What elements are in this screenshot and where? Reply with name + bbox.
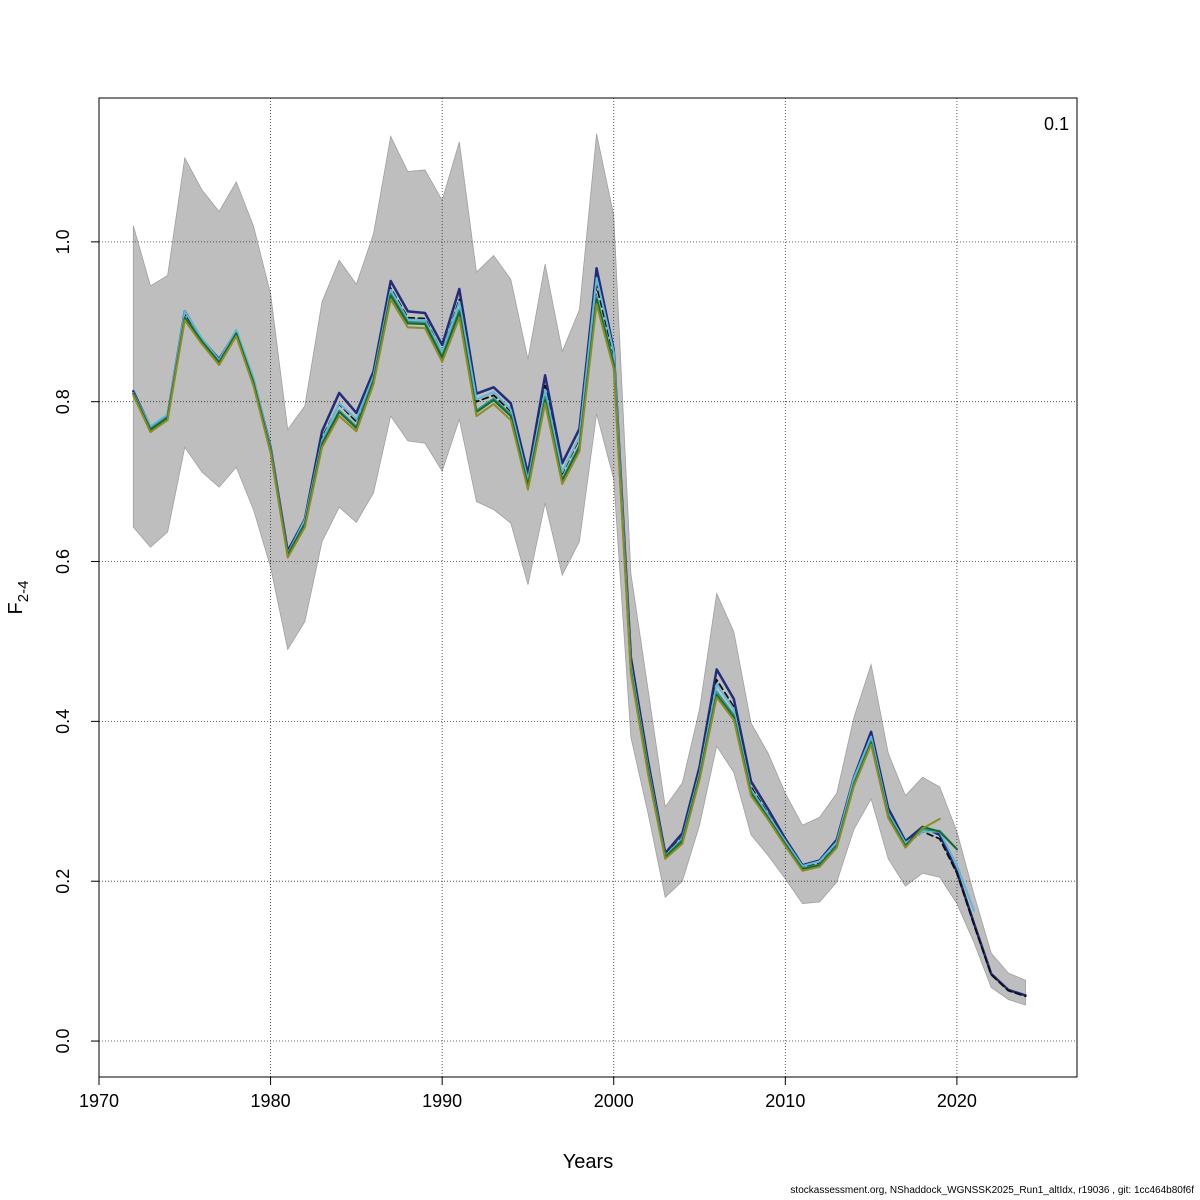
y-tick-label: 0.0 bbox=[53, 1029, 73, 1054]
plot-frame bbox=[98, 97, 1078, 1078]
y-tick-label: 0.6 bbox=[53, 549, 73, 574]
grid-layer bbox=[98, 98, 1077, 1077]
x-tick-label: 1990 bbox=[422, 1091, 462, 1111]
y-tick-label: 1.0 bbox=[53, 229, 73, 254]
series-layer bbox=[132, 266, 1027, 998]
x-tick-label: 1970 bbox=[79, 1091, 119, 1111]
x-tick-label: 2010 bbox=[765, 1091, 805, 1111]
y-tick-label: 0.2 bbox=[53, 869, 73, 894]
x-tick-label: 2020 bbox=[937, 1091, 977, 1111]
y-axis-title-sub: 2-4 bbox=[15, 581, 32, 603]
x-axis-title: Years bbox=[563, 1151, 613, 1173]
y-tick-label: 0.8 bbox=[53, 389, 73, 414]
y-axis-title: F2-4 bbox=[5, 581, 32, 615]
y-tick-label: 0.4 bbox=[53, 709, 73, 734]
ci-band bbox=[132, 133, 1026, 1006]
x-tick-label: 2000 bbox=[594, 1091, 634, 1111]
axis-layer: 1970 1980 1990 2000 2010 2020 0.0 0.2 0.4 0.6 0.8 1… bbox=[53, 229, 977, 1111]
series-line-6 bbox=[132, 298, 941, 872]
corner-label: 0.1 bbox=[1044, 114, 1069, 134]
y-axis-title-main: F bbox=[5, 602, 27, 614]
ci-band-layer bbox=[132, 133, 1026, 1006]
x-tick-label: 1980 bbox=[251, 1091, 291, 1111]
footer-credit: stockassessment.org, NShaddock_WGNSSK202… bbox=[790, 1185, 1194, 1196]
